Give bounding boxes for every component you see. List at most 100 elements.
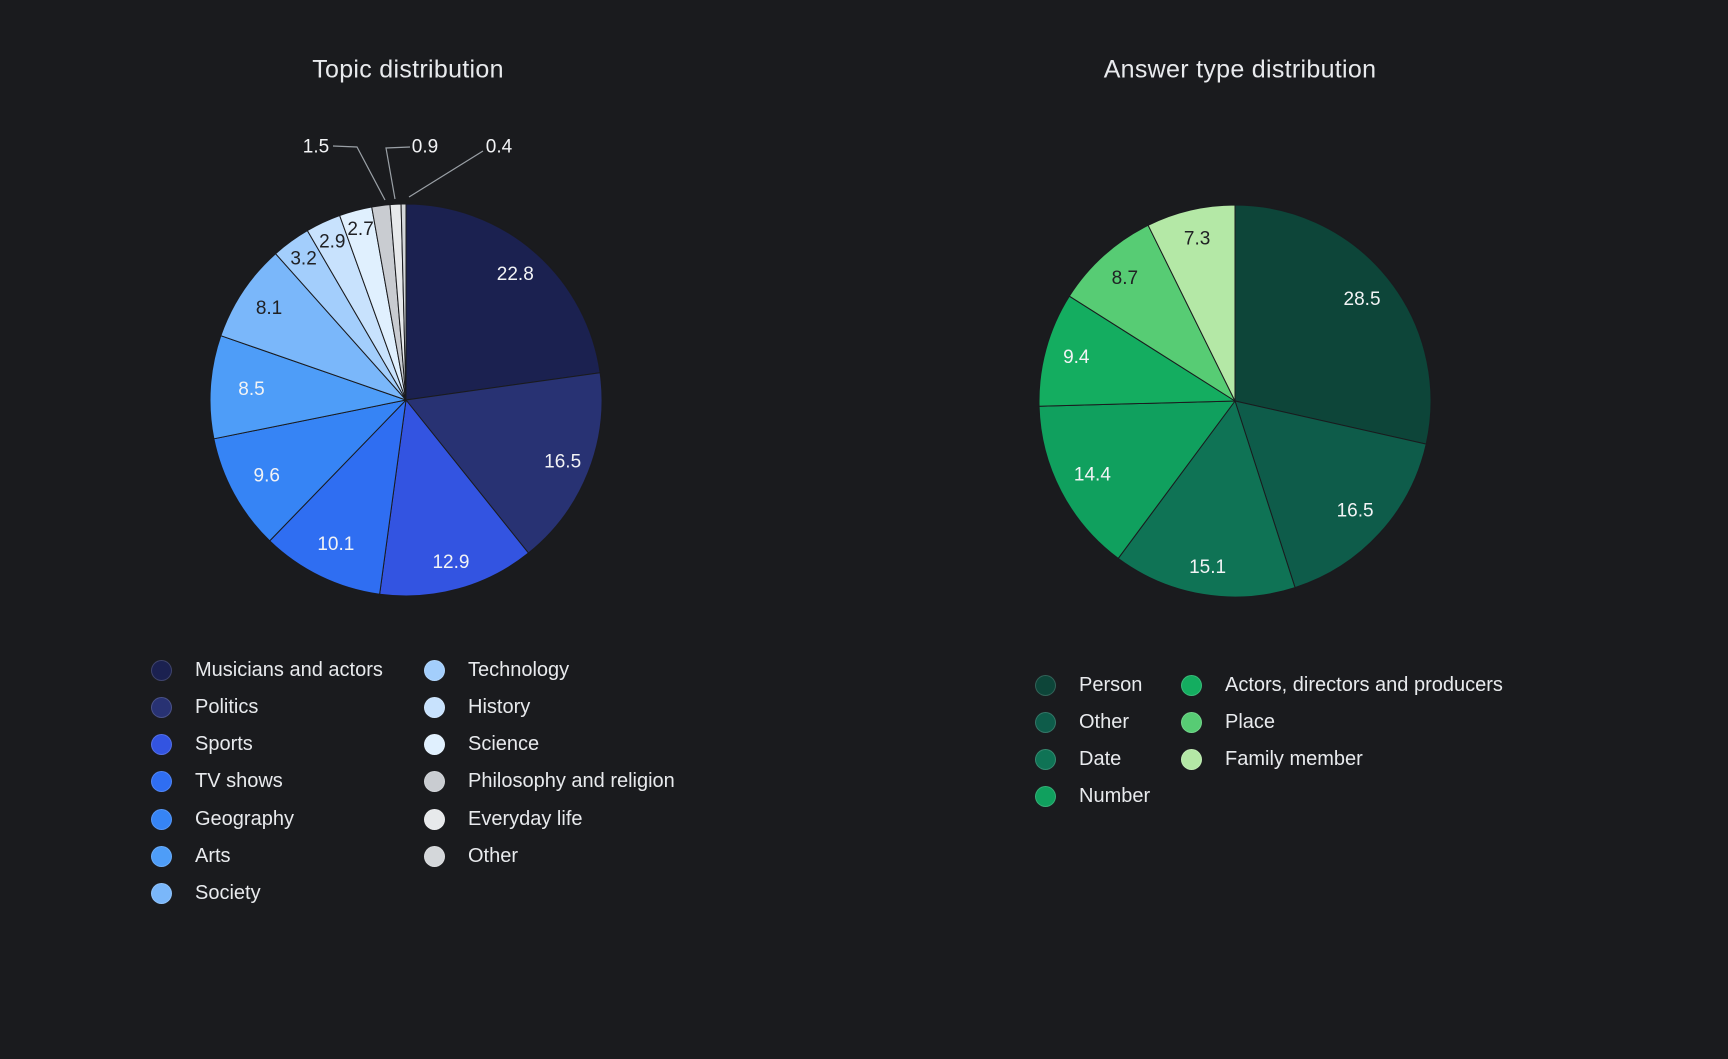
- legend-column: Actors, directors and producers Place Fami…: [1181, 673, 1503, 771]
- pie-slice-actors-directors-and-producers: [1038, 295, 1236, 407]
- slice-value-label: 28.5: [1344, 289, 1381, 310]
- slice-value-label: 0.4: [486, 137, 513, 158]
- legend-column: Technology History Science Philosophy and r…: [424, 658, 675, 867]
- pie-slice-sports: [379, 399, 529, 597]
- legend-label: Technology: [468, 658, 570, 681]
- legend-label: History: [468, 695, 531, 718]
- legend-item-family-member: Family member: [1181, 748, 1503, 771]
- legend-label: Person: [1079, 673, 1143, 696]
- legend-color-dot: [424, 696, 445, 718]
- legend-label: Everyday life: [468, 807, 583, 830]
- legend-item-arts: Arts: [151, 844, 383, 867]
- slice-value-label: 2.9: [319, 231, 345, 252]
- legend-item-history: History: [424, 695, 675, 718]
- legend-color-dot: [1035, 749, 1056, 771]
- legend-label: Sports: [195, 733, 253, 756]
- legend-color-dot: [1181, 674, 1202, 696]
- legend-color-dot: [424, 659, 445, 681]
- legend-item-politics: Politics: [151, 695, 383, 718]
- legend-label: Society: [195, 882, 261, 905]
- slice-value-label: 16.5: [1337, 500, 1374, 521]
- legend-color-dot: [151, 771, 172, 793]
- legend-label: Actors, directors and producers: [1225, 673, 1503, 696]
- legend-item-everyday-life: Everyday life: [424, 807, 675, 830]
- legend-item-place: Place: [1181, 711, 1503, 733]
- legend-color-dot: [424, 771, 445, 793]
- legend-color-dot: [1181, 711, 1202, 733]
- legend-label: Number: [1079, 785, 1151, 808]
- legend-item-society: Society: [151, 882, 383, 905]
- slice-value-label: 2.7: [347, 219, 373, 240]
- legend-item-date: Date: [1035, 748, 1150, 771]
- legend-item-science: Science: [424, 733, 675, 756]
- legend-color-dot: [1181, 749, 1202, 771]
- legend-color-dot: [1035, 711, 1056, 733]
- legend-item-sports: Sports: [151, 733, 383, 756]
- legend-item-geography: Geography: [151, 807, 383, 830]
- legend-color-dot: [151, 659, 172, 681]
- pie-slice-date: [1117, 400, 1296, 598]
- legend-label: Politics: [195, 695, 259, 718]
- legend-color-dot: [151, 808, 172, 830]
- slice-value-label: 9.4: [1063, 347, 1090, 368]
- callout-leader-line: [408, 150, 484, 198]
- legend-item-philosophy-and-religion: Philosophy and religion: [424, 770, 675, 793]
- slice-value-label: 7.3: [1184, 228, 1210, 249]
- legend-item-person: Person: [1035, 673, 1150, 696]
- legend-color-dot: [151, 696, 172, 718]
- legend-item-musicians-and-actors: Musicians and actors: [151, 658, 383, 681]
- slice-value-label: 8.1: [256, 298, 282, 319]
- slice-value-label: 12.9: [432, 552, 469, 573]
- pie-slice-other: [400, 203, 407, 401]
- answer-type-distribution-title: Answer type distribution: [1103, 55, 1377, 84]
- callout-leader-line: [332, 145, 386, 201]
- legend-label: Arts: [195, 844, 231, 867]
- legend-item-other: Other: [1035, 710, 1150, 733]
- legend-item-other: Other: [424, 844, 675, 867]
- slice-value-label: 14.4: [1074, 465, 1111, 486]
- legend-color-dot: [151, 883, 172, 905]
- legend-label: Other: [468, 844, 519, 867]
- legend-item-tv-shows: TV shows: [151, 770, 383, 793]
- pie-slice-place: [1068, 224, 1236, 402]
- topic-distribution-title: Topic distribution: [312, 55, 504, 84]
- pie-slice-number: [1038, 400, 1236, 559]
- pie-slice-geography: [213, 399, 407, 542]
- slice-value-label: 15.1: [1189, 557, 1226, 578]
- legend-item-number: Number: [1035, 785, 1151, 808]
- legend-color-dot: [424, 845, 445, 867]
- slice-value-label: 3.2: [290, 248, 316, 269]
- legend-color-dot: [151, 845, 172, 867]
- slice-value-label: 10.1: [317, 534, 354, 555]
- slice-value-label: 8.7: [1112, 268, 1138, 289]
- legend-item-actors-directors-and-producers: Actors, directors and producers: [1181, 673, 1503, 696]
- legend-label: Other: [1079, 710, 1130, 733]
- legend-label: Science: [468, 733, 540, 756]
- legend-color-dot: [424, 808, 445, 830]
- callout-leader-line: [385, 146, 411, 200]
- legend-color-dot: [1035, 786, 1056, 808]
- pie-slice-person: [1234, 204, 1432, 445]
- legend-label: Date: [1079, 748, 1122, 771]
- slice-value-label: 9.6: [254, 466, 280, 487]
- legend-color-dot: [1035, 674, 1056, 696]
- legend-item-technology: Technology: [424, 658, 675, 681]
- legend-label: Musicians and actors: [195, 658, 383, 681]
- pie-slice-musicians-and-actors: [405, 203, 601, 401]
- slice-value-label: 8.5: [238, 379, 264, 400]
- slice-value-label: 22.8: [497, 264, 534, 285]
- legend-color-dot: [424, 734, 445, 756]
- legend-column: Person Other Date Number: [1035, 673, 1151, 808]
- slice-value-label: 1.5: [303, 137, 329, 158]
- legend-label: Family member: [1225, 748, 1363, 771]
- legend-label: Philosophy and religion: [468, 770, 675, 793]
- legend-label: Geography: [195, 807, 294, 830]
- legend-column: Musicians and actors Politics Sports TV sho…: [151, 658, 383, 905]
- slice-value-label: 0.9: [412, 137, 438, 158]
- pie-slice-arts: [209, 335, 407, 440]
- slice-value-label: 16.5: [544, 452, 581, 473]
- pie-slice-society: [220, 253, 407, 401]
- legend-label: TV shows: [195, 770, 283, 793]
